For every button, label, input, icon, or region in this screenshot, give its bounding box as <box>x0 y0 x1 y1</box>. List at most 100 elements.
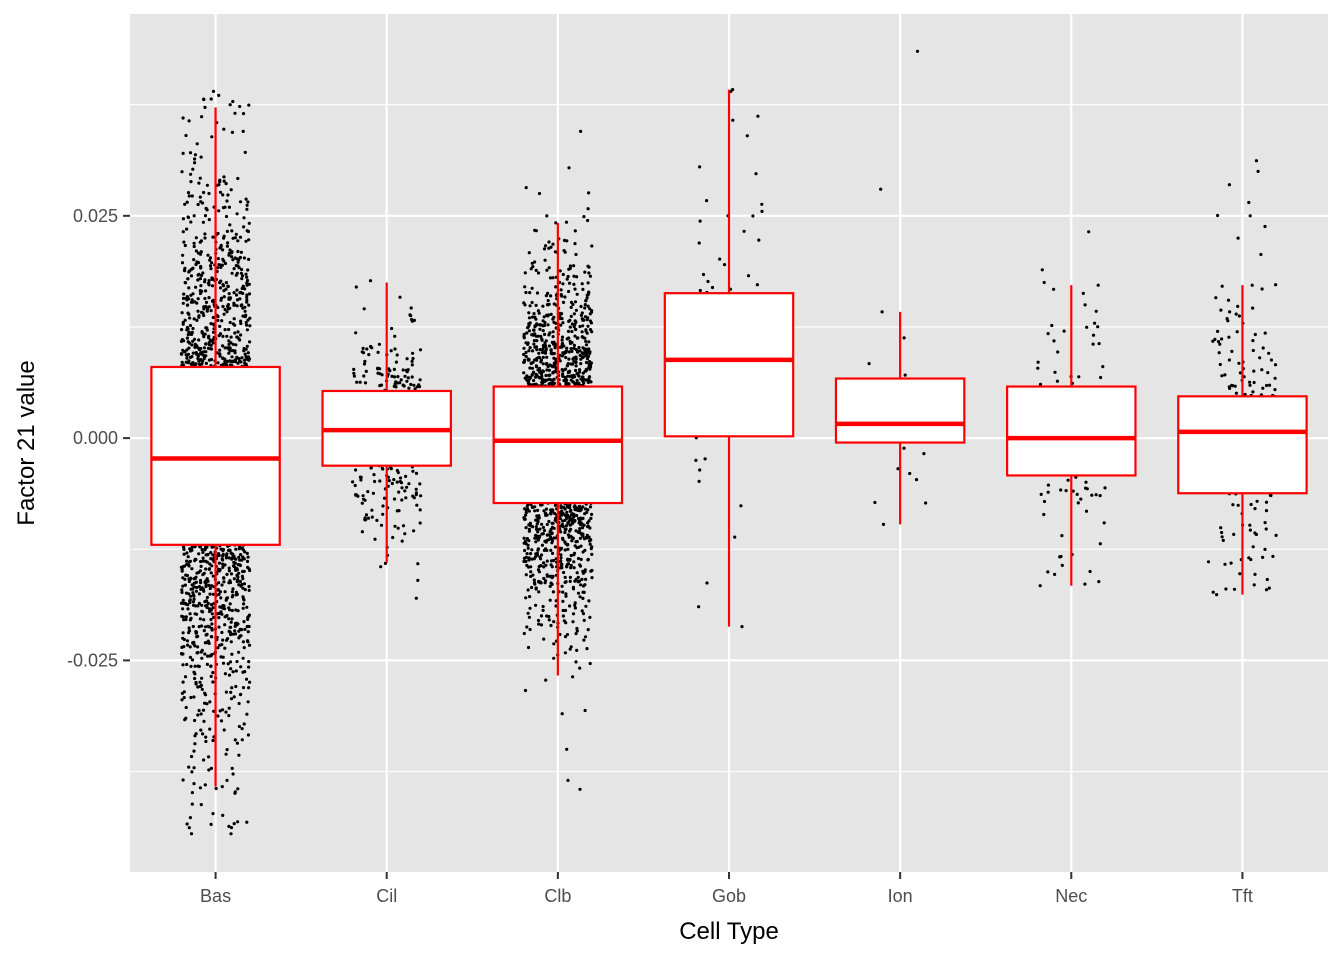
data-point <box>210 135 214 139</box>
data-point <box>541 608 545 613</box>
data-point <box>546 323 550 327</box>
data-point <box>418 508 422 512</box>
data-point <box>225 596 230 600</box>
data-point <box>539 614 544 618</box>
data-point <box>209 608 213 612</box>
data-point <box>221 638 225 642</box>
data-point <box>185 200 189 204</box>
data-point <box>542 576 546 581</box>
data-point <box>577 545 581 549</box>
data-point <box>551 330 555 334</box>
data-point <box>409 382 413 387</box>
data-point <box>191 326 195 331</box>
data-point <box>543 344 548 348</box>
data-point <box>186 607 190 611</box>
data-point <box>568 529 572 533</box>
data-point <box>410 359 414 363</box>
data-point <box>533 582 537 586</box>
data-point <box>582 523 586 527</box>
data-point <box>225 748 229 752</box>
data-point <box>233 358 237 362</box>
data-point <box>583 303 587 307</box>
data-point <box>234 547 238 551</box>
data-point <box>561 511 565 516</box>
data-point <box>528 321 532 325</box>
data-point <box>202 350 206 354</box>
data-point <box>540 522 544 526</box>
data-point <box>583 708 587 713</box>
data-point <box>234 568 238 573</box>
data-point <box>205 595 209 600</box>
data-point <box>586 628 590 632</box>
data-point <box>575 275 579 279</box>
data-point <box>352 371 356 375</box>
data-point <box>575 571 579 575</box>
data-point <box>411 494 415 498</box>
data-point <box>587 519 591 523</box>
data-point <box>188 816 192 820</box>
data-point <box>181 652 185 656</box>
data-point <box>231 772 235 776</box>
data-point <box>560 563 564 567</box>
data-point <box>354 331 358 335</box>
data-point <box>189 664 193 669</box>
data-point <box>573 327 578 331</box>
data-point <box>545 268 549 272</box>
data-point <box>527 558 531 562</box>
data-point <box>210 261 214 265</box>
data-point <box>231 99 235 104</box>
data-point <box>581 550 585 554</box>
data-point <box>580 609 584 613</box>
data-point <box>230 355 234 359</box>
data-point <box>219 655 223 659</box>
data-point <box>183 577 187 581</box>
data-point <box>566 562 571 566</box>
data-point <box>568 506 572 510</box>
data-point <box>242 569 246 574</box>
data-point <box>242 620 246 624</box>
data-point <box>549 294 553 298</box>
data-point <box>533 505 537 509</box>
data-point <box>531 315 535 319</box>
data-point <box>246 351 250 355</box>
data-point <box>401 368 405 372</box>
data-point <box>575 513 579 518</box>
data-point <box>550 378 555 382</box>
data-point <box>203 580 207 584</box>
data-point <box>589 321 594 325</box>
data-point <box>572 553 576 557</box>
data-point <box>230 595 234 599</box>
data-point <box>185 573 189 578</box>
data-point <box>543 332 547 336</box>
data-point <box>574 252 578 257</box>
data-point <box>574 364 578 368</box>
data-point <box>230 255 234 259</box>
data-point <box>578 324 582 329</box>
data-point <box>233 791 237 795</box>
data-point <box>560 294 564 298</box>
data-point <box>199 250 203 254</box>
data-point <box>569 518 573 522</box>
data-point <box>228 625 232 630</box>
data-point <box>573 287 577 291</box>
data-point <box>180 588 184 592</box>
data-point <box>524 186 528 190</box>
data-point <box>227 251 231 255</box>
data-point <box>218 709 222 713</box>
data-point <box>188 618 192 622</box>
data-point <box>206 639 210 643</box>
data-point <box>233 556 237 561</box>
data-point <box>569 645 573 649</box>
data-point <box>565 633 570 637</box>
data-point <box>220 785 224 789</box>
data-point <box>565 346 569 350</box>
data-point <box>352 374 356 378</box>
data-point <box>354 285 358 289</box>
data-point <box>227 569 231 573</box>
data-point <box>405 357 409 361</box>
data-point <box>573 603 577 607</box>
data-point <box>202 758 206 762</box>
data-point <box>245 328 249 332</box>
data-point <box>217 625 221 629</box>
data-point <box>394 385 398 389</box>
